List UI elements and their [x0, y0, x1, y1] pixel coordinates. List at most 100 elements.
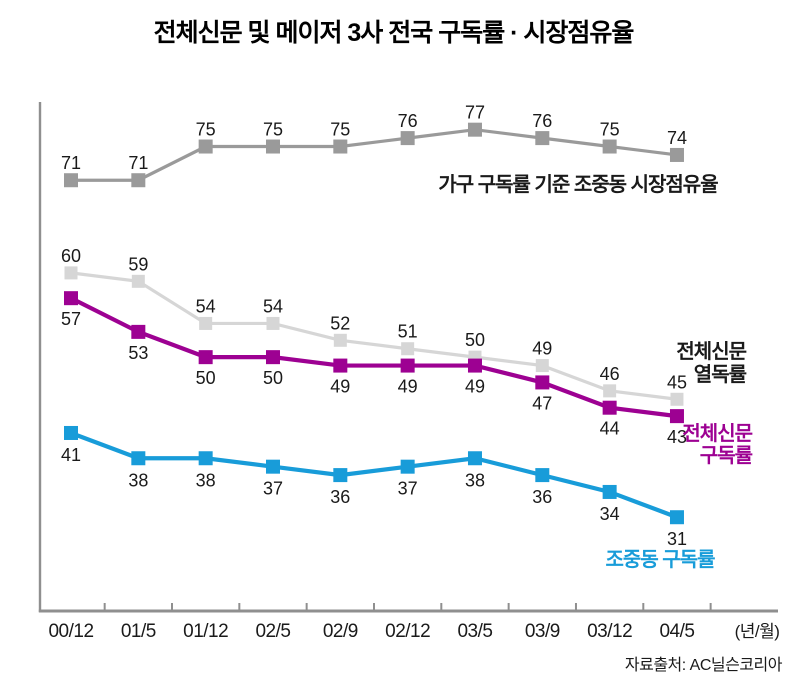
x-axis-label: 02/12: [385, 621, 430, 642]
data-point-marker: [64, 266, 78, 280]
value-label: 49: [330, 377, 350, 397]
value-label: 54: [196, 296, 216, 316]
source-note: 자료출처: AC닐슨코리아: [624, 657, 783, 674]
data-point-marker: [265, 139, 280, 154]
data-point-marker: [198, 139, 213, 154]
series-annotation: 가구 구독률 기준 조중동 시장점유율: [438, 173, 718, 196]
data-point-marker: [467, 122, 482, 137]
series-line-2: [70, 296, 678, 419]
x-axis-label: 03/5: [457, 621, 492, 642]
series-line-0: [71, 128, 678, 182]
data-point-marker: [64, 425, 78, 440]
value-label: 47: [532, 393, 552, 413]
data-point-marker: [333, 358, 348, 373]
value-label: 53: [128, 343, 148, 363]
data-point-marker: [333, 333, 347, 347]
x-axis-unit-label: (년/월): [735, 622, 780, 641]
data-point-marker: [400, 358, 415, 373]
data-point-marker: [535, 375, 550, 390]
data-point-marker: [535, 359, 549, 373]
value-label: 49: [532, 339, 552, 359]
x-axis-label: 00/12: [48, 621, 93, 642]
data-point-marker: [131, 173, 146, 188]
data-point-marker: [602, 139, 617, 154]
value-label: 43: [667, 427, 687, 447]
value-label: 36: [330, 487, 350, 507]
data-point-marker: [467, 451, 482, 466]
data-point-marker: [64, 291, 78, 306]
value-label: 49: [465, 377, 485, 397]
value-label: 75: [600, 120, 620, 140]
series-line-3: [70, 431, 678, 520]
value-label: 37: [398, 479, 418, 499]
data-point-marker: [602, 484, 617, 499]
series-annotation: 구독률: [700, 444, 753, 467]
series-annotation: 조중동 구독률: [606, 548, 716, 571]
x-axis-label: 01/12: [183, 621, 228, 642]
data-point-marker: [401, 342, 415, 356]
data-point-marker: [535, 468, 550, 483]
data-point-marker: [333, 139, 348, 154]
value-label: 34: [600, 504, 620, 524]
data-point-marker: [603, 384, 617, 398]
value-label: 71: [128, 153, 148, 173]
series-line-1: [70, 271, 678, 401]
series-annotation: 전체신문: [676, 340, 746, 363]
value-label: 76: [532, 111, 552, 131]
value-label: 46: [600, 364, 620, 384]
value-label: 38: [196, 470, 216, 490]
data-point-marker: [131, 451, 146, 466]
value-label: 74: [667, 128, 687, 148]
chart-title: 전체신문 및 메이저 3사 전국 구독률 · 시장점유율: [153, 19, 635, 47]
data-point-marker: [602, 400, 617, 415]
data-point-marker: [669, 409, 684, 424]
value-label: 54: [263, 296, 283, 316]
x-axis-label: 02/5: [255, 621, 290, 642]
data-point-marker: [669, 147, 684, 162]
data-point-marker: [400, 131, 415, 146]
value-label: 77: [465, 103, 485, 123]
data-point-marker: [265, 350, 280, 365]
value-label: 38: [128, 470, 148, 490]
series-annotation: 열독률: [694, 363, 747, 386]
data-point-marker: [670, 392, 684, 406]
x-axis-label: 02/9: [323, 621, 358, 642]
data-point-marker: [669, 510, 684, 525]
value-label: 75: [196, 120, 216, 140]
value-label: 50: [263, 368, 283, 388]
data-point-marker: [131, 324, 146, 339]
value-label: 57: [61, 309, 81, 329]
value-label: 50: [196, 368, 216, 388]
data-point-marker: [199, 316, 213, 330]
value-label: 75: [330, 120, 350, 140]
value-label: 76: [398, 111, 418, 131]
value-label: 60: [61, 246, 81, 266]
data-point-marker: [198, 451, 213, 466]
data-point-marker: [265, 459, 280, 474]
data-point-marker: [131, 274, 145, 288]
value-label: 44: [600, 419, 620, 439]
x-axis-label: 04/5: [659, 621, 694, 642]
data-point-marker: [535, 131, 550, 146]
data-point-marker: [333, 468, 348, 483]
x-axis-label: 01/5: [121, 621, 156, 642]
data-point-marker: [266, 316, 280, 330]
value-label: 51: [398, 322, 418, 342]
data-point-marker: [64, 173, 78, 188]
value-label: 36: [532, 487, 552, 507]
value-label: 59: [128, 254, 148, 274]
value-label: 75: [263, 120, 283, 140]
series-annotation: 전체신문: [682, 422, 752, 445]
value-label: 38: [465, 470, 485, 490]
value-label: 71: [61, 153, 81, 173]
value-label: 31: [667, 529, 687, 549]
value-label: 49: [398, 377, 418, 397]
data-point-marker: [400, 459, 415, 474]
value-label: 52: [330, 313, 350, 333]
data-point-marker: [467, 358, 482, 373]
x-axis-label: 03/12: [587, 621, 632, 642]
data-point-marker: [198, 350, 213, 365]
value-label: 45: [667, 372, 687, 392]
